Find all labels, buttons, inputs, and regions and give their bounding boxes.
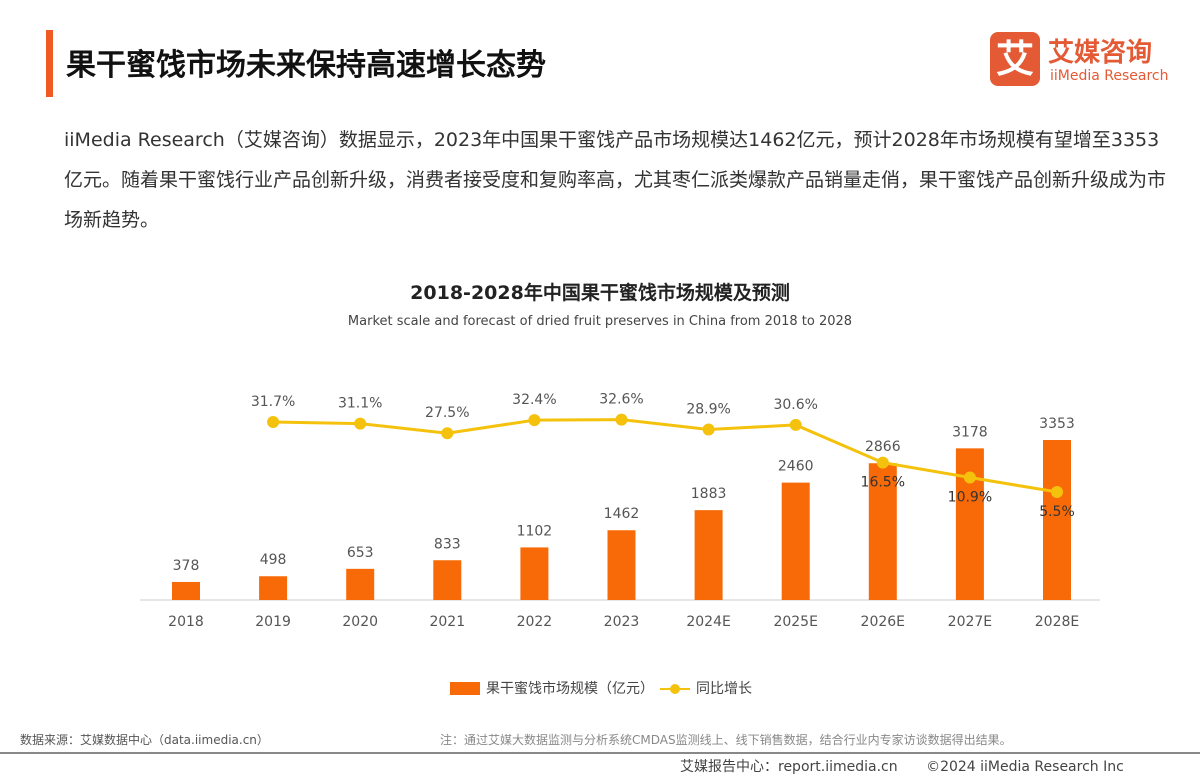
logo-en-text: iiMedia Research	[1050, 68, 1169, 84]
growth-point	[615, 413, 628, 426]
growth-label: 28.9%	[686, 401, 730, 417]
bar-value-label: 653	[347, 545, 374, 561]
legend-line-label: 同比增长	[696, 681, 752, 697]
bar	[868, 463, 897, 600]
x-tick-label: 2021	[429, 614, 465, 630]
legend-line-swatch	[660, 682, 690, 695]
growth-point	[354, 417, 367, 430]
bar	[172, 581, 200, 600]
growth-label: 27.5%	[425, 405, 469, 421]
bar	[520, 547, 549, 600]
x-tick-label: 2023	[604, 614, 640, 630]
bar	[433, 560, 462, 600]
bar	[694, 510, 723, 600]
growth-point	[702, 423, 715, 436]
logo-mark: 艾	[990, 32, 1040, 86]
growth-label: 5.5%	[1039, 504, 1075, 520]
bar-value-label: 3178	[952, 424, 988, 440]
x-tick-label: 2024E	[686, 614, 730, 630]
growth-label: 31.1%	[338, 396, 382, 412]
x-tick-label: 2028E	[1035, 614, 1079, 630]
data-note: 注：通过艾媒大数据监测与分析系统CMDAS监测线上、线下销售数据，结合行业内专家…	[440, 733, 1012, 747]
bar-value-label: 833	[434, 536, 461, 552]
bar	[955, 448, 984, 600]
x-tick-label: 2026E	[861, 614, 905, 630]
x-tick-label: 2020	[342, 614, 378, 630]
growth-label: 30.6%	[773, 397, 817, 413]
bar-value-label: 3353	[1039, 416, 1075, 432]
bar	[346, 568, 375, 600]
bar	[1043, 440, 1071, 600]
chart-title: 2018-2028年中国果干蜜饯市场规模及预测	[410, 282, 790, 304]
growth-label: 32.6%	[599, 392, 643, 408]
bar-value-label: 2866	[865, 439, 901, 455]
bar	[259, 576, 288, 600]
bar-value-label: 1462	[604, 506, 640, 522]
chart-subtitle: Market scale and forecast of dried fruit…	[347, 314, 853, 329]
iimedia-logo: 艾 艾媒咨询 iiMedia Research	[990, 32, 1190, 92]
growth-point	[789, 418, 802, 431]
bar-value-label: 498	[260, 552, 287, 568]
legend-bar-swatch	[450, 681, 480, 695]
growth-point	[267, 416, 280, 428]
footer-divider	[0, 752, 1200, 754]
bar-value-label: 1883	[691, 486, 727, 502]
growth-label: 10.9%	[948, 490, 992, 506]
bar-value-label: 2460	[778, 459, 814, 475]
growth-label: 16.5%	[861, 475, 905, 491]
title-accent-bar	[46, 30, 53, 97]
growth-point	[528, 414, 541, 427]
copyright: ©2024 iiMedia Research Inc	[926, 759, 1124, 775]
data-source: 数据来源：艾媒数据中心（data.iimedia.cn）	[20, 733, 269, 747]
bar-value-label: 378	[173, 558, 200, 574]
x-tick-label: 2027E	[948, 614, 992, 630]
x-tick-label: 2018	[168, 614, 204, 630]
x-tick-label: 2019	[255, 614, 291, 630]
chart-legend: 果干蜜饯市场规模（亿元） 同比增长	[450, 678, 752, 698]
legend-bar-label: 果干蜜饯市场规模（亿元）	[486, 681, 654, 697]
x-tick-label: 2025E	[773, 614, 817, 630]
page-title: 果干蜜饯市场未来保持高速增长态势	[66, 48, 546, 83]
growth-label: 32.4%	[512, 392, 556, 408]
summary-paragraph: iiMedia Research（艾媒咨询）数据显示，2023年中国果干蜜饯产品…	[64, 129, 1167, 231]
footer: 艾媒报告中心：report.iimedia.cn ©2024 iiMedia R…	[680, 756, 1124, 776]
growth-point	[441, 427, 454, 440]
growth-point	[876, 456, 889, 469]
growth-point	[963, 471, 976, 484]
growth-point	[1051, 485, 1063, 498]
bar	[607, 530, 636, 600]
report-center-link[interactable]: 艾媒报告中心：report.iimedia.cn	[680, 759, 898, 775]
bar-value-label: 1102	[517, 523, 553, 539]
growth-label: 31.7%	[251, 394, 295, 410]
bar	[781, 482, 810, 600]
logo-cn-text: 艾媒咨询	[1048, 38, 1153, 68]
growth-line	[273, 418, 1058, 494]
x-tick-label: 2022	[517, 614, 553, 630]
